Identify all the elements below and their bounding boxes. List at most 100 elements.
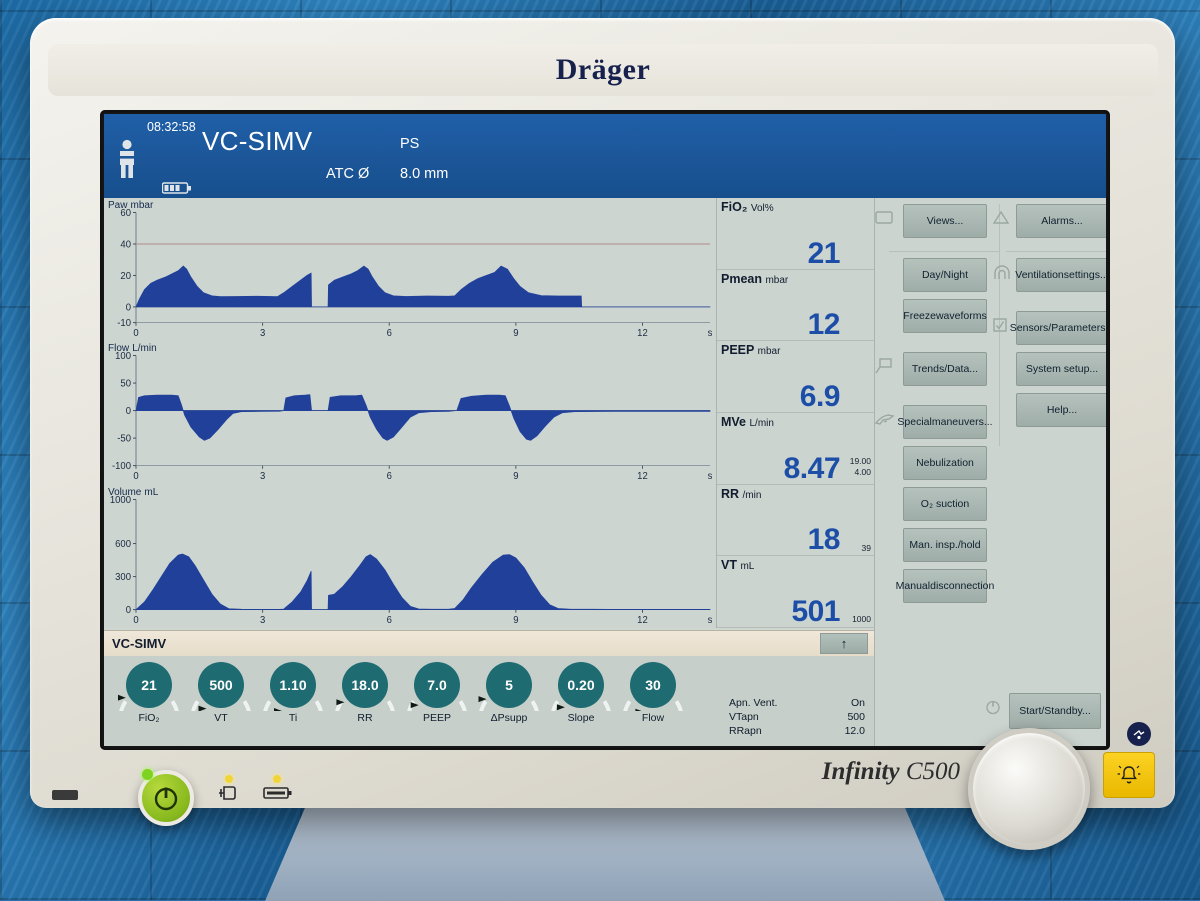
brand-bar: Dräger [48,44,1158,96]
svg-text:3: 3 [260,328,265,339]
atc-label: ATC Ø [326,166,369,182]
apnea-label: VTapn [729,711,759,723]
power-icon [985,699,1001,720]
knob-value: 500 [190,659,252,711]
mains-plug-icon [215,784,241,807]
svg-text:9: 9 [513,328,518,339]
alarm-silence-button[interactable] [1103,752,1155,798]
knob-dial[interactable]: 21 [118,659,180,711]
knob-dial[interactable]: 30 [622,659,684,711]
menu-group: Alarms... [1006,204,1106,252]
knob-caption: PEEP [406,712,468,724]
measurement-unit: Vol% [751,203,774,214]
menu-button-trends-data[interactable]: Trends/Data... [903,352,987,386]
volume-axis-title: Volume [108,487,141,498]
model-prefix: Infinity [822,758,900,785]
svg-text:3: 3 [260,471,265,482]
menu-button-day-night[interactable]: Day/Night [903,258,987,292]
menu-button-views[interactable]: Views... [903,204,987,238]
menu-button-nebulization[interactable]: Nebulization [903,446,987,480]
knob-dial[interactable]: 5 [478,659,540,711]
status-indicators [215,778,335,812]
monitor-chassis: Dräger 08:32:58 VC-SIMV PS ATC Ø 8.0 mm [30,18,1175,808]
menu-button-sensors-parameters[interactable]: Sensors/Parameters... [1016,311,1106,345]
scroll-up-button[interactable]: ↑ [820,633,868,654]
hand-icon [875,411,895,432]
apnea-row[interactable]: Apn. Vent. On [729,696,869,710]
svg-text:300: 300 [115,571,131,582]
knob-value: 18.0 [334,659,396,711]
flow-axis-title: Flow [108,343,129,354]
menu-button-man-insp-hold[interactable]: Man. insp./hold [903,528,987,562]
rotary-knob[interactable] [968,728,1090,850]
measurement-unit: mbar [758,346,781,357]
knob-value: 7.0 [406,659,468,711]
menu-button-system-setup[interactable]: System setup... [1016,352,1106,386]
svg-text:-50: -50 [117,434,131,445]
apnea-label: Apn. Vent. [729,697,777,709]
start-standby-button[interactable]: Start/Standby... [1009,693,1101,729]
paw-axis-unit: mbar [131,200,154,211]
menu-button-help[interactable]: Help... [1016,393,1106,427]
knob-caption: RR [334,712,396,724]
knob-dial[interactable]: 500 [190,659,252,711]
menu-button-alarms[interactable]: Alarms... [1016,204,1106,238]
svg-text:-100: -100 [112,461,131,472]
knob-dial[interactable]: 7.0 [406,659,468,711]
svg-text:0: 0 [133,471,138,482]
knob-caption: Ti [262,712,324,724]
knob-dial[interactable]: 1.10 [262,659,324,711]
knob-caption: ΔPsupp [478,712,540,724]
menu-group: Views... [889,204,999,252]
alarm-triangle-icon [992,210,1010,231]
measurement-alarm-limits: 39 [862,543,871,554]
model-name: Infinity C500 [822,758,960,786]
menu-button-o-suction[interactable]: O₂ suction [903,487,987,521]
svg-text:0: 0 [133,615,138,626]
measurement-unit: mL [740,561,754,572]
measurement-label: MVe L/min [721,415,870,429]
measurement-fio[interactable]: FiO₂ Vol%21 [717,198,874,270]
svg-text:6: 6 [387,471,392,482]
mode-bar: VC-SIMV ↑ [104,630,874,656]
svg-text:-10: -10 [117,318,131,329]
measurement-value: 12 [808,308,840,342]
svg-text:9: 9 [513,471,518,482]
svg-text:12: 12 [637,471,648,482]
knob-dial[interactable]: 18.0 [334,659,396,711]
clock: 08:32:58 [147,120,196,134]
measurement-label: PEEP mbar [721,343,870,357]
knob-caption: Flow [622,712,684,724]
knob-dial[interactable]: 0.20 [550,659,612,711]
svg-text:600: 600 [115,538,131,549]
esd-logo-icon [1127,722,1151,746]
knob-value: 30 [622,659,684,711]
apnea-value: On [851,697,865,709]
